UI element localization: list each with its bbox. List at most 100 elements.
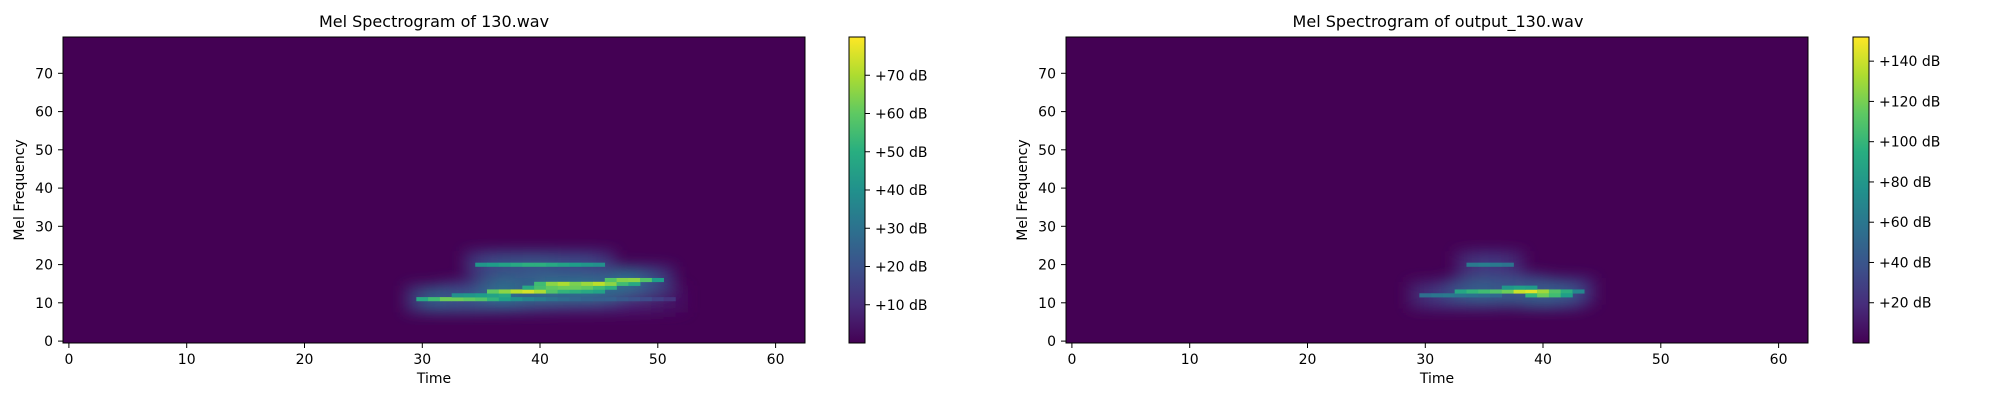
heatmap-cell <box>593 289 606 294</box>
heatmap-cell <box>593 297 606 302</box>
heatmap-cell <box>545 285 558 290</box>
heatmap-cell <box>451 293 464 298</box>
heatmap-cell <box>1548 289 1561 294</box>
colorbar-tick-label: +140 dB <box>1879 54 1940 70</box>
heatmap-cell <box>557 281 570 286</box>
heatmap-cell <box>581 297 594 302</box>
chart-2-x-tick-label: 0 <box>1067 352 1076 368</box>
heatmap-cell <box>651 297 664 302</box>
heatmap-cell <box>593 281 606 286</box>
heatmap-cell <box>1525 285 1538 290</box>
chart-1-y-tick-label: 20 <box>35 258 53 274</box>
heatmap-cell <box>557 297 570 302</box>
heatmap-cell <box>604 297 617 302</box>
chart-1-x-tick-label: 20 <box>296 352 314 368</box>
chart-1-y-tick-label: 0 <box>44 334 53 350</box>
chart-1-x-tick-label: 60 <box>767 352 785 368</box>
chart-1-x-tick-label: 0 <box>64 352 73 368</box>
chart-2-x-tick-label: 20 <box>1299 352 1317 368</box>
heatmap-cell <box>498 262 511 267</box>
colorbar-tick-label: +120 dB <box>1879 94 1940 110</box>
chart-2-y-tick-label: 40 <box>1038 181 1056 197</box>
heatmap-cell <box>1501 262 1514 267</box>
heatmap-cell <box>628 281 641 286</box>
heatmap-cell <box>475 297 488 302</box>
colorbar-tick-label: +100 dB <box>1879 135 1940 151</box>
chart-1-x-axis-label: Time <box>416 371 451 387</box>
heatmap-cell <box>593 262 606 267</box>
heatmap-cell <box>487 297 500 302</box>
chart-2-y-tick-label: 10 <box>1038 296 1056 312</box>
heatmap-cell <box>593 285 606 290</box>
heatmap-cell <box>545 289 558 294</box>
heatmap-cell <box>581 289 594 294</box>
heatmap-cell <box>487 293 500 298</box>
heatmap-cell <box>604 281 617 286</box>
colorbar-tick-label: +80 dB <box>1879 175 1932 191</box>
heatmap-cell <box>640 297 653 302</box>
chart-2-x-tick-label: 10 <box>1181 352 1199 368</box>
chart-1-cells <box>416 262 676 302</box>
colorbar-tick-label: +60 dB <box>875 107 928 123</box>
chart-1-x-tick-label: 10 <box>178 352 196 368</box>
colorbar-tick-label: +20 dB <box>1879 296 1932 312</box>
heatmap-cell <box>1454 293 1467 298</box>
chart-1-y-tick-label: 10 <box>35 296 53 312</box>
heatmap-cell <box>498 293 511 298</box>
heatmap-cell <box>498 289 511 294</box>
heatmap-cell <box>463 293 476 298</box>
heatmap-cell <box>1478 262 1491 267</box>
heatmap-cell <box>534 262 547 267</box>
heatmap-cell <box>1431 293 1444 298</box>
heatmap-cell <box>628 277 641 283</box>
heatmap-cell <box>651 277 664 283</box>
heatmap-cell <box>451 297 464 302</box>
heatmap-cell <box>1572 289 1585 294</box>
chart-1-x-axis: 0 10 20 30 40 50 60 Time <box>64 343 785 387</box>
heatmap-cell <box>1478 293 1491 298</box>
heatmap-cell <box>616 297 629 302</box>
chart-2-colorbar-ticks: +20 dB +40 dB +60 dB +80 dB +100 dB +120 dB +1… <box>1869 54 1940 312</box>
heatmap-cell <box>1490 289 1503 294</box>
heatmap-cell <box>1501 285 1514 290</box>
heatmap-cell <box>545 281 558 286</box>
chart-2-frame <box>1065 36 1809 344</box>
heatmap-cell <box>1454 289 1467 294</box>
chart-1-y-axis-label: Mel Frequency <box>12 139 28 240</box>
heatmap-cell <box>640 277 653 283</box>
heatmap-cell <box>522 289 535 294</box>
heatmap-cell <box>557 262 570 267</box>
colorbar-tick-label: +20 dB <box>875 260 928 276</box>
chart-1-title: Mel Spectrogram of 130.wav <box>319 12 549 31</box>
chart-2-colorbar-gradient <box>1853 37 1869 343</box>
chart-1-frame <box>62 36 806 344</box>
colorbar-tick-label: +30 dB <box>875 221 928 237</box>
heatmap-cell <box>545 297 558 302</box>
heatmap-cell <box>1560 293 1573 298</box>
heatmap-cell <box>569 285 582 290</box>
chart-2-x-tick-label: 60 <box>1770 352 1788 368</box>
chart-1-x-tick-label: 50 <box>649 352 667 368</box>
chart-1-y-tick-label: 70 <box>35 66 53 82</box>
chart-2: Mel Spectrogram of output_130.wav 0 10 2… <box>1015 12 1940 387</box>
colorbar-tick-label: +50 dB <box>875 145 928 161</box>
heatmap-cell <box>569 297 582 302</box>
chart-2-y-tick-label: 70 <box>1038 66 1056 82</box>
heatmap-cell <box>628 297 641 302</box>
heatmap-cell <box>616 281 629 286</box>
chart-1-x-tick-label: 30 <box>413 352 431 368</box>
chart-2-y-tick-label: 50 <box>1038 143 1056 159</box>
chart-2-y-tick-label: 20 <box>1038 258 1056 274</box>
chart-1-colorbar-ticks: +10 dB +20 dB +30 dB +40 dB +50 dB +60 dB +70 … <box>865 68 928 314</box>
chart-2-title: Mel Spectrogram of output_130.wav <box>1293 12 1584 32</box>
heatmap-cell <box>475 293 488 298</box>
heatmap-cell <box>1490 262 1503 267</box>
heatmap-cell <box>569 262 582 267</box>
heatmap-cell <box>1537 293 1550 298</box>
chart-1-y-axis: 0 10 20 30 40 50 60 70 Mel Frequency <box>12 66 63 350</box>
heatmap-cell <box>498 297 511 302</box>
chart-1-y-tick-label: 50 <box>35 143 53 159</box>
heatmap-cell <box>1560 289 1573 294</box>
heatmap-cell <box>1466 262 1479 267</box>
heatmap-cell <box>510 262 523 267</box>
